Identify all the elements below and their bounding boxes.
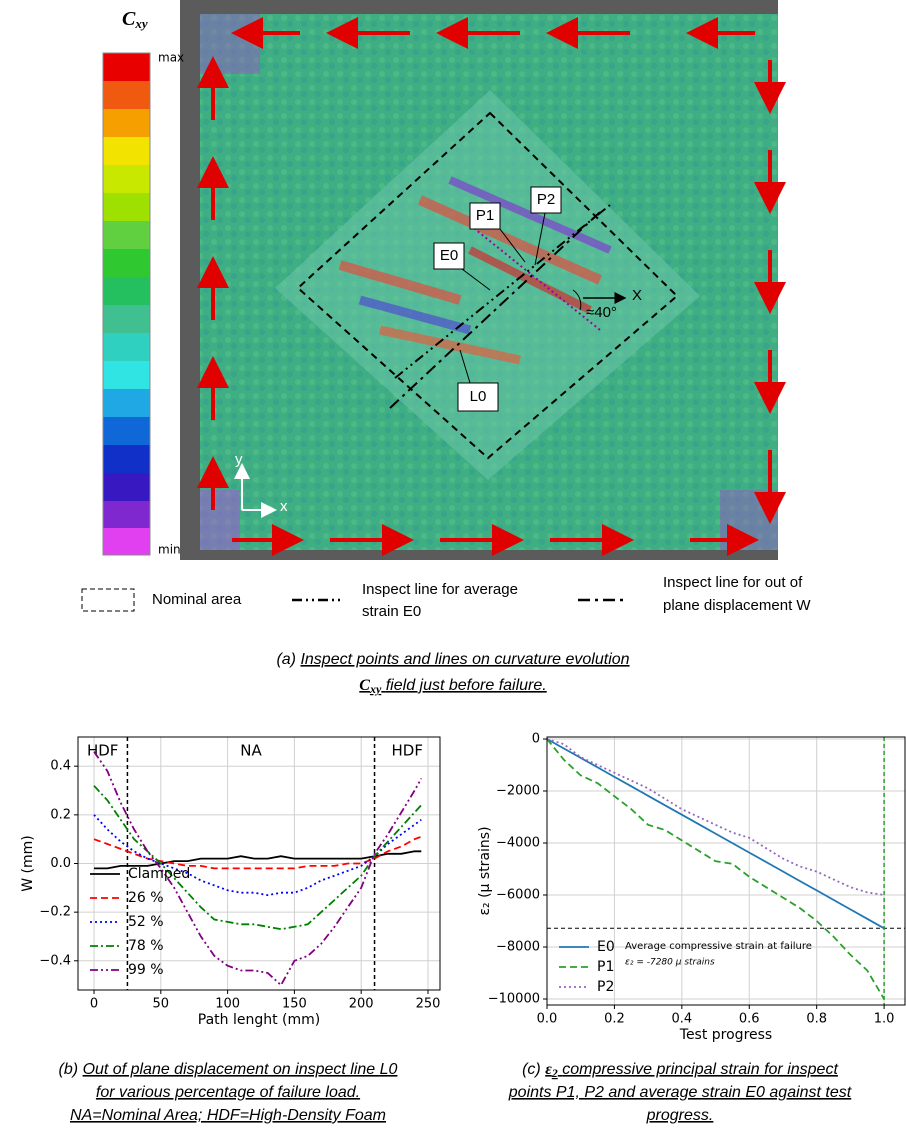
legend-label: P2 xyxy=(597,979,614,995)
region-label: HDF xyxy=(87,742,118,760)
x-tick-label: 0.4 xyxy=(671,1012,692,1027)
y-tick-label: −0.2 xyxy=(39,905,71,920)
caption-text: Inspect points and lines on curvature ev… xyxy=(300,651,629,668)
legend-label: 52 % xyxy=(128,914,164,930)
caption: (c) ε2 compressive principal strain for … xyxy=(522,1061,838,1080)
annotation: Average compressive strain at failure xyxy=(625,941,812,952)
caption-text: NA=Nominal Area; HDF=High-Density Foam xyxy=(70,1107,386,1124)
series-line xyxy=(93,785,422,931)
legend-label: Clamped xyxy=(128,866,190,882)
legend-label: 78 % xyxy=(128,938,164,954)
x-axis-label: Test progress xyxy=(679,1027,772,1043)
caption: Cxy field just before failure. xyxy=(359,677,546,696)
legend-swatch xyxy=(81,588,135,612)
axis-label: x xyxy=(280,498,288,515)
y-tick-label: −0.4 xyxy=(39,953,71,968)
annotation: ε₂ = -7280 µ strains xyxy=(625,958,715,968)
caption-text: points P1, P2 and average strain E0 agai… xyxy=(508,1084,852,1101)
legend-label: 99 % xyxy=(128,962,164,978)
subscript: xy xyxy=(369,682,382,696)
series-line xyxy=(93,814,422,897)
y-tick-label: 0.4 xyxy=(50,759,71,774)
point-label: P1 xyxy=(476,207,494,224)
caption-text: for various percentage of failure load. xyxy=(96,1084,360,1101)
x-axis-label: Path lenght (mm) xyxy=(198,1012,320,1028)
axis-label: X xyxy=(632,287,642,304)
caption: (b) Out of plane displacement on inspect… xyxy=(59,1061,398,1078)
legend-label: Inspect line for average xyxy=(362,581,518,598)
colorbar-min: min xyxy=(158,543,181,557)
legend-label: plane displacement W xyxy=(663,597,811,614)
x-tick-label: 0.6 xyxy=(739,1012,760,1027)
x-tick-label: 250 xyxy=(416,997,441,1012)
y-tick-label: −8000 xyxy=(496,940,540,955)
y-tick-label: −10000 xyxy=(488,992,540,1007)
caption: progress. xyxy=(646,1107,714,1124)
series-line xyxy=(94,850,422,870)
y-tick-label: −6000 xyxy=(496,888,540,903)
legend-label: E0 xyxy=(597,939,615,955)
legend-label: Inspect line for out of xyxy=(663,574,803,591)
region-label: HDF xyxy=(392,742,423,760)
caption: (a) Inspect points and lines on curvatur… xyxy=(276,651,629,668)
legend-label: Nominal area xyxy=(152,591,242,608)
series-line xyxy=(546,738,885,896)
series-line xyxy=(546,738,885,1000)
x-tick-label: 0.8 xyxy=(806,1012,827,1027)
caption-text: progress. xyxy=(646,1107,714,1124)
point-label: L0 xyxy=(470,388,487,405)
plot-frame xyxy=(546,736,906,1006)
x-tick-label: 150 xyxy=(282,997,307,1012)
caption: NA=Nominal Area; HDF=High-Density Foam xyxy=(70,1107,386,1124)
colorbar xyxy=(102,52,151,556)
y-axis-label: W (mm) xyxy=(20,835,36,892)
caption-text: compressive principal strain for inspect xyxy=(562,1061,838,1078)
caption-prefix: (b) xyxy=(59,1061,79,1078)
y-tick-label: −2000 xyxy=(496,784,540,799)
subscript: xy xyxy=(134,16,148,31)
symbol: C xyxy=(122,8,136,30)
series-line xyxy=(546,738,885,930)
caption-prefix: (c) xyxy=(522,1061,541,1078)
series-line xyxy=(93,751,423,987)
caption-text: field just before failure. xyxy=(386,677,547,694)
y-tick-label: −4000 xyxy=(496,836,540,851)
caption: for various percentage of failure load. xyxy=(96,1084,360,1101)
angle-label: ≈40° xyxy=(586,304,617,321)
colorbar-title: Cxy xyxy=(122,8,148,31)
axis-label: y xyxy=(235,451,243,468)
caption: points P1, P2 and average strain E0 agai… xyxy=(508,1084,852,1101)
symbol: ε xyxy=(545,1061,552,1078)
legend-label: P1 xyxy=(597,959,614,975)
y-axis-label: ε₂ (µ strains) xyxy=(477,826,493,915)
colorbar-max: max xyxy=(158,51,184,65)
x-tick-label: 100 xyxy=(215,997,240,1012)
subscript: 2 xyxy=(551,1066,558,1080)
plot-frame xyxy=(77,736,441,991)
x-tick-label: 1.0 xyxy=(874,1012,895,1027)
x-tick-label: 0.0 xyxy=(537,1012,558,1027)
y-tick-label: 0 xyxy=(532,732,540,747)
caption-text: Out of plane displacement on inspect lin… xyxy=(83,1061,398,1078)
field-image xyxy=(180,0,786,560)
y-tick-label: 0.0 xyxy=(50,856,71,871)
legend-label: 26 % xyxy=(128,890,164,906)
y-tick-label: 0.2 xyxy=(50,807,71,822)
region-label: NA xyxy=(240,742,262,760)
x-tick-label: 50 xyxy=(153,997,170,1012)
point-label: P2 xyxy=(537,191,555,208)
point-label: E0 xyxy=(440,247,458,264)
symbol: C xyxy=(359,677,370,694)
x-tick-label: 200 xyxy=(349,997,374,1012)
x-tick-label: 0.2 xyxy=(604,1012,625,1027)
legend-label: strain E0 xyxy=(362,603,421,620)
x-tick-label: 0 xyxy=(90,997,98,1012)
caption-prefix: (a) xyxy=(276,651,296,668)
